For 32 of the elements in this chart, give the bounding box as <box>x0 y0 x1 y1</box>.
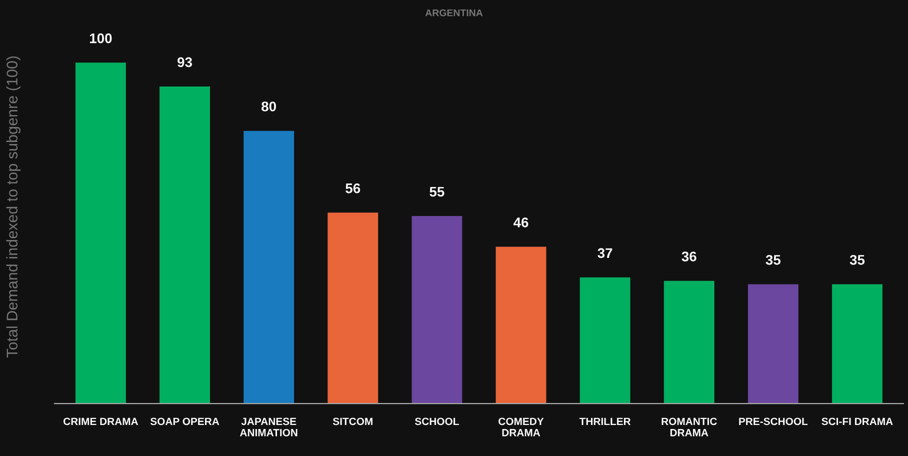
x-tick-label: JAPANESE ANIMATION <box>240 418 298 436</box>
data-label: 93 <box>178 57 192 68</box>
x-tick-label: COMEDY DRAMA <box>498 418 544 436</box>
bar <box>580 277 630 404</box>
data-label: 46 <box>513 217 528 228</box>
x-tick-label: SCI-FI DRAMA <box>822 418 893 426</box>
bar <box>75 62 126 404</box>
bar <box>496 246 546 404</box>
x-tick-label: PRE-SCHOOL <box>739 418 808 426</box>
x-tick-label: ROMANTIC DRAMA <box>662 418 717 436</box>
bar <box>832 284 882 404</box>
x-tick-label: CRIME DRAMA <box>64 418 138 426</box>
y-axis-title: Total Demand indexed to top subgenre (100) <box>6 56 21 358</box>
x-tick-label: SITCOM <box>332 418 372 426</box>
data-label: 37 <box>598 248 612 258</box>
bar <box>664 280 714 404</box>
bar <box>412 216 462 404</box>
x-tick-label: SOAP OPERA <box>150 418 220 426</box>
x-tick-label: THRILLER <box>579 418 631 425</box>
x-tick-label: SCHOOL <box>414 418 459 426</box>
bar <box>244 130 294 404</box>
bar <box>748 284 798 404</box>
data-label: 35 <box>850 254 865 265</box>
bar <box>160 86 210 404</box>
chart-title: ARGENTINA <box>425 9 483 16</box>
data-label: 100 <box>90 33 112 44</box>
data-label: 56 <box>346 183 360 194</box>
data-label: 35 <box>766 254 781 265</box>
bar <box>328 212 378 404</box>
data-label: 80 <box>262 102 276 112</box>
data-label: 55 <box>430 186 444 197</box>
data-label: 36 <box>682 252 696 262</box>
